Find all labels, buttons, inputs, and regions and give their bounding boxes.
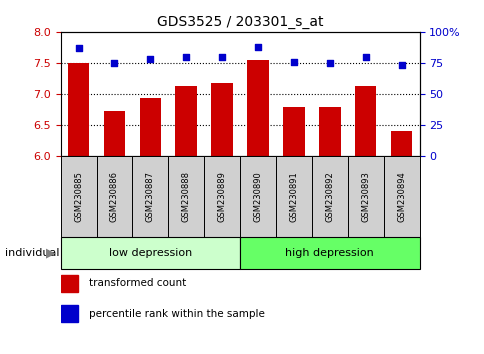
Text: GSM230892: GSM230892 <box>325 171 333 222</box>
Point <box>218 54 226 59</box>
Bar <box>354 86 376 156</box>
Bar <box>139 98 161 156</box>
FancyBboxPatch shape <box>204 156 240 237</box>
Text: transformed count: transformed count <box>89 279 185 289</box>
Title: GDS3525 / 203301_s_at: GDS3525 / 203301_s_at <box>156 16 323 29</box>
FancyBboxPatch shape <box>96 156 132 237</box>
Bar <box>390 131 411 156</box>
FancyBboxPatch shape <box>311 156 347 237</box>
Bar <box>104 111 125 156</box>
Bar <box>283 108 304 156</box>
Bar <box>68 63 89 156</box>
FancyBboxPatch shape <box>132 156 168 237</box>
Text: GSM230889: GSM230889 <box>217 171 226 222</box>
Text: GSM230890: GSM230890 <box>253 171 262 222</box>
FancyBboxPatch shape <box>60 237 240 269</box>
FancyBboxPatch shape <box>347 156 383 237</box>
Point <box>361 54 369 59</box>
FancyBboxPatch shape <box>60 156 96 237</box>
Point <box>146 56 154 62</box>
Text: GSM230893: GSM230893 <box>361 171 369 222</box>
Bar <box>247 60 268 156</box>
Point <box>289 59 297 64</box>
Text: GSM230891: GSM230891 <box>289 171 298 222</box>
FancyBboxPatch shape <box>383 156 419 237</box>
Bar <box>60 275 78 292</box>
Text: GSM230894: GSM230894 <box>396 171 405 222</box>
Text: percentile rank within the sample: percentile rank within the sample <box>89 309 264 319</box>
Bar <box>60 305 78 322</box>
Text: GSM230886: GSM230886 <box>110 171 119 222</box>
Point <box>75 45 82 51</box>
Point <box>325 60 333 66</box>
Text: high depression: high depression <box>285 248 373 258</box>
FancyBboxPatch shape <box>240 237 419 269</box>
Text: individual: individual <box>5 248 59 258</box>
Point <box>110 60 118 66</box>
Bar <box>318 108 340 156</box>
Text: GSM230885: GSM230885 <box>74 171 83 222</box>
Point <box>182 54 190 59</box>
FancyBboxPatch shape <box>240 156 275 237</box>
Bar <box>175 86 197 156</box>
Text: GSM230887: GSM230887 <box>146 171 154 222</box>
Bar <box>211 82 232 156</box>
Text: low depression: low depression <box>108 248 192 258</box>
Point <box>397 62 405 68</box>
FancyBboxPatch shape <box>168 156 204 237</box>
Text: GSM230888: GSM230888 <box>182 171 190 222</box>
FancyBboxPatch shape <box>275 156 311 237</box>
Text: ▶: ▶ <box>46 247 56 259</box>
Point <box>254 44 261 50</box>
